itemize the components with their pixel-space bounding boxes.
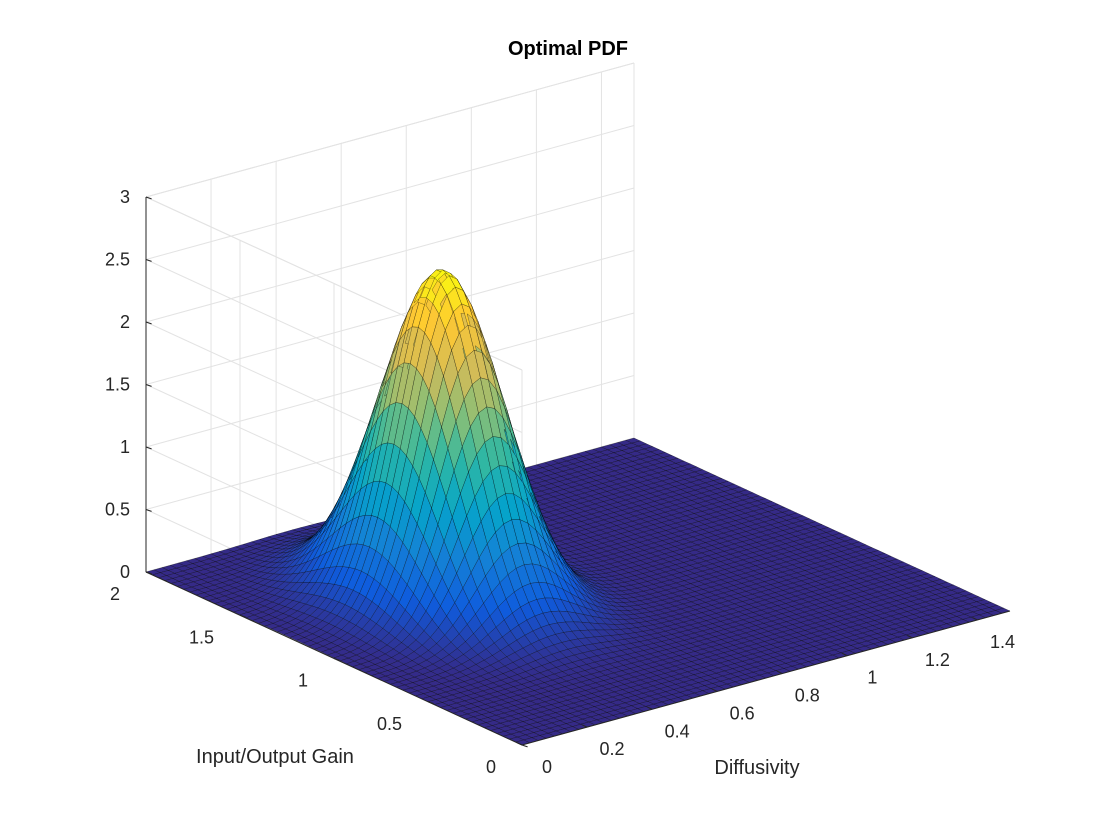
x-tick-label: 1.4 <box>990 632 1015 652</box>
z-tick-label: 2 <box>120 312 130 332</box>
x-tick-label: 1.2 <box>925 650 950 670</box>
z-tick-label: 1 <box>120 437 130 457</box>
back-wall-grid-line <box>145 125 635 260</box>
z-tick-label: 2.5 <box>105 250 130 270</box>
x-tick-label: 0.2 <box>600 739 625 759</box>
z-tick-label: 0.5 <box>105 500 130 520</box>
back-wall-grid-line <box>145 250 635 385</box>
y-tick-label: 1.5 <box>189 627 214 647</box>
x-tick-label: 1 <box>867 668 877 688</box>
y-tick-label: 1 <box>298 671 308 691</box>
y-tick-mark <box>521 744 528 748</box>
box-edge <box>145 62 635 198</box>
y-tick-label: 0 <box>486 757 496 777</box>
chart-title: Optimal PDF <box>508 38 628 60</box>
x-axis-label: Diffusivity <box>714 757 799 779</box>
x-tick-label: 0.4 <box>665 721 690 741</box>
x-tick-label: 0 <box>542 757 552 777</box>
y-tick-label: 0.5 <box>377 714 402 734</box>
back-wall-grid-line <box>145 187 635 323</box>
y-tick-label: 2 <box>110 584 120 604</box>
surface-mesh <box>145 269 1011 746</box>
z-tick-label: 1.5 <box>105 375 130 395</box>
x-tick-label: 0.6 <box>730 703 755 723</box>
z-tick-label: 0 <box>120 562 130 582</box>
z-tick-label: 3 <box>120 187 130 207</box>
y-axis-label: Input/Output Gain <box>196 746 354 768</box>
x-tick-label: 0.8 <box>795 686 820 706</box>
